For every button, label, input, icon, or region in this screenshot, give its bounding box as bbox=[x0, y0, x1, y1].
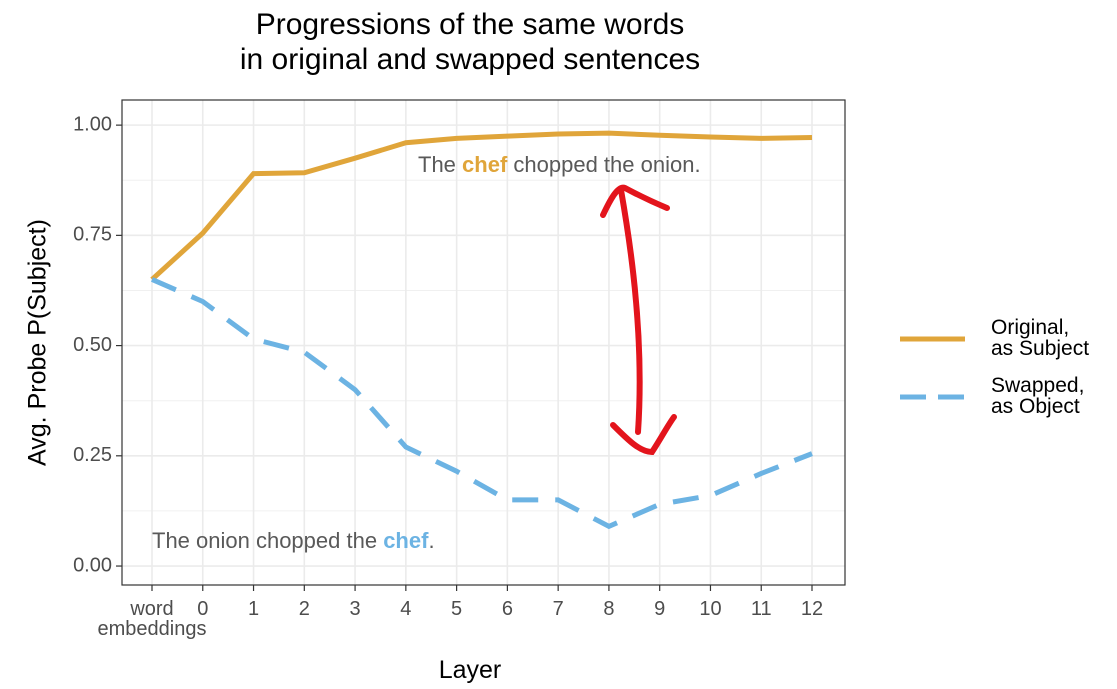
annotation-arrow-head bbox=[600, 184, 670, 218]
x-tick-label: 8 bbox=[603, 598, 615, 620]
x-tick-label: 9 bbox=[654, 598, 666, 620]
chart-title: Progressions of the same words in origin… bbox=[239, 8, 701, 76]
x-tick-label: 0 bbox=[197, 598, 209, 620]
annotation: The chef chopped the onion. bbox=[418, 152, 701, 177]
x-tick-label: 2 bbox=[298, 598, 310, 620]
y-tick-label: 0.75 bbox=[73, 224, 112, 246]
legend-label: Swapped, as Object bbox=[991, 374, 1085, 418]
x-tick-label: 11 bbox=[750, 598, 772, 620]
y-tick-label: 0.50 bbox=[73, 334, 112, 356]
y-tick-label: 0.00 bbox=[73, 554, 112, 576]
x-tick-label: 6 bbox=[501, 598, 513, 620]
annotation: The onion chopped the chef. bbox=[152, 528, 435, 553]
annotation-highlight: chef bbox=[383, 528, 429, 553]
x-tick-label: word embeddings bbox=[97, 598, 207, 640]
annotation-text: . bbox=[428, 528, 434, 553]
x-tick-label: 12 bbox=[800, 598, 824, 620]
x-tick-label: 5 bbox=[451, 598, 463, 620]
x-axis-label: Layer bbox=[438, 656, 502, 684]
x-tick-label: 7 bbox=[552, 598, 564, 620]
series-line bbox=[150, 130, 813, 282]
x-tick-label: 3 bbox=[349, 598, 361, 620]
y-tick-label: 0.25 bbox=[73, 444, 112, 466]
annotation-arrow-head bbox=[610, 414, 677, 456]
x-tick-label: 1 bbox=[247, 598, 260, 620]
annotation-text: chopped the onion. bbox=[507, 152, 700, 177]
annotation-arrow-shaft bbox=[618, 187, 643, 435]
annotation-text: The bbox=[418, 152, 462, 177]
legend-label: Original, as Subject bbox=[991, 316, 1090, 360]
x-tick-label: 4 bbox=[400, 598, 412, 620]
annotation-highlight: chef bbox=[462, 152, 508, 177]
annotation-text: The onion chopped the bbox=[152, 528, 383, 553]
panel-border bbox=[121, 99, 846, 586]
series-line bbox=[151, 277, 813, 530]
x-tick-label: 10 bbox=[699, 598, 722, 620]
y-tick-label: 1.00 bbox=[73, 113, 112, 135]
y-axis-label: Avg. Probe P(Subject) bbox=[23, 219, 52, 466]
